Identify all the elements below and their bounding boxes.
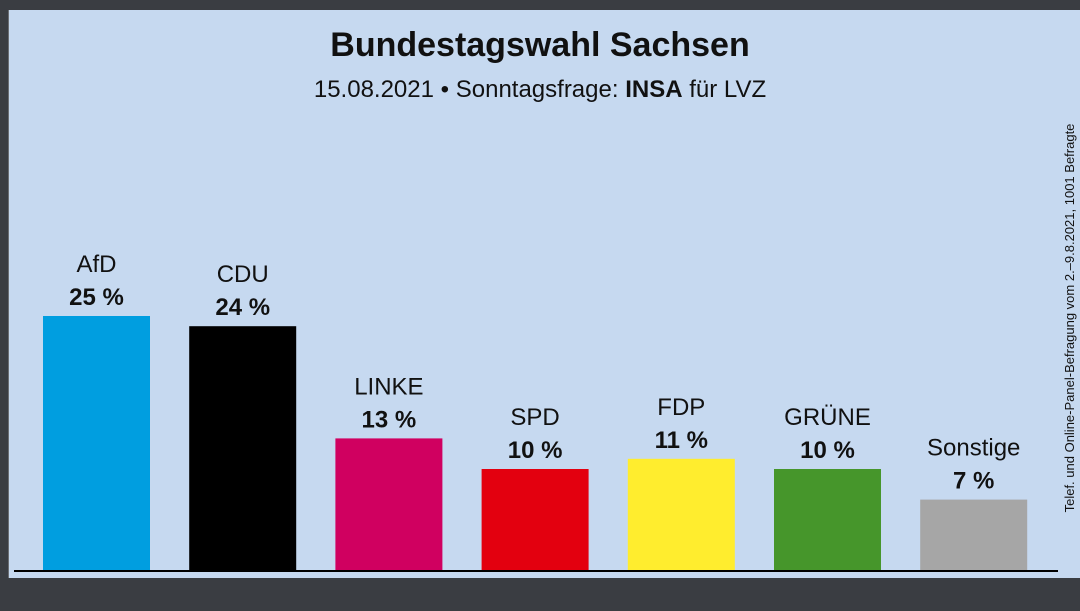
value-label-sonstige: 7 % [953, 468, 994, 495]
value-label-spd: 10 % [508, 437, 563, 464]
source-note: Telef. und Online-Panel-Befragung vom 2.… [1062, 124, 1077, 513]
bar-sonstige [920, 499, 1028, 571]
bar-fdp [627, 458, 735, 571]
bar-afd [43, 316, 150, 571]
top-frame [0, 0, 1080, 10]
category-label-cdu: CDU [217, 261, 269, 288]
category-label-spd: SPD [510, 404, 559, 431]
bar-spd [481, 469, 589, 571]
chart-title: Bundestagswahl Sachsen [330, 26, 749, 64]
value-label-linke: 13 % [362, 406, 417, 433]
category-label-afd: AfD [76, 251, 116, 278]
value-label-fdp: 11 % [655, 427, 708, 454]
subtitle-institute: INSA [625, 76, 682, 103]
subtitle-client: für LVZ [689, 76, 766, 103]
subtitle-label: Sonntagsfrage: [456, 76, 619, 103]
category-label-fdp: FDP [657, 394, 705, 421]
bars-group: 25 % AfD 24 % CDU 13 % LINKE 10 % SPD 11 % FDP 10 … [43, 251, 1028, 571]
subtitle-separator: • [441, 76, 449, 103]
value-label-cdu: 24 % [215, 294, 270, 321]
category-label-sonstige: Sonstige [927, 435, 1020, 462]
bottom-frame [0, 578, 1080, 611]
bar-linke [335, 438, 443, 571]
bar-gruene [774, 469, 881, 571]
value-label-afd: 25 % [69, 284, 124, 311]
category-label-gruene: GRÜNE [784, 404, 871, 431]
value-label-gruene: 10 % [800, 437, 855, 464]
bar-cdu [189, 326, 297, 571]
chart-subtitle: 15.08.2021 • Sonntagsfrage: INSA für LVZ [314, 76, 766, 103]
subtitle-date: 15.08.2021 [314, 76, 434, 103]
category-label-linke: LINKE [354, 373, 423, 400]
